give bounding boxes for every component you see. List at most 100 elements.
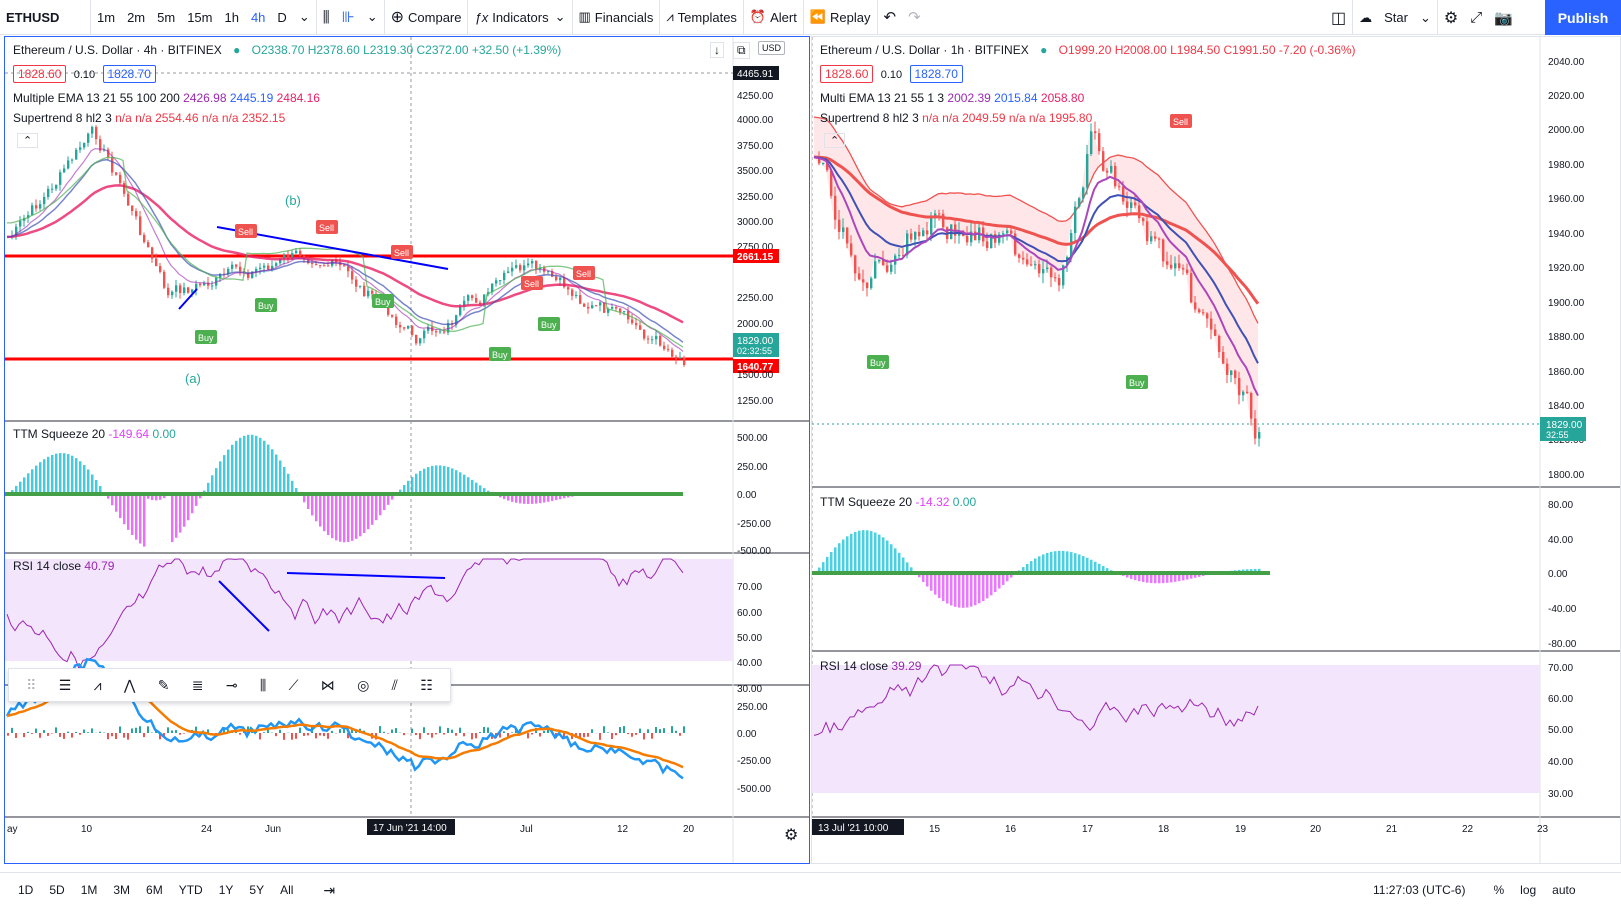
settings-list-icon[interactable]: ☷ [420, 676, 433, 693]
ask-price[interactable]: 1828.70 [909, 65, 963, 83]
layout-icon[interactable]: ◫ [1331, 9, 1347, 27]
gear-icon[interactable]: ⚙ [784, 827, 799, 844]
range-5d[interactable]: 5D [49, 883, 65, 897]
collapse-legend-icon[interactable]: ⌃ [824, 133, 846, 148]
ttm-bar [467, 477, 470, 494]
drag-handle-icon[interactable]: ⠿ [26, 676, 37, 693]
candle-body [866, 282, 869, 289]
interval-15m[interactable]: 15m [187, 9, 213, 25]
symbol-search[interactable]: ETHUSD [6, 9, 60, 25]
ttm-bar [415, 473, 418, 494]
scroll-down-icon[interactable]: ↓ [710, 42, 724, 58]
price-axis-label: 3500.00 [737, 166, 774, 177]
interval-2m[interactable]: 2m [127, 9, 146, 25]
fullscreen-icon[interactable]: ⤢ [1470, 9, 1483, 26]
fib-icon[interactable]: ≣ [191, 676, 204, 693]
cloud-icon[interactable]: ☁ [1359, 9, 1373, 25]
spiral-icon[interactable]: ◎ [357, 676, 370, 693]
range-5y[interactable]: 5Y [249, 883, 265, 897]
parallel-channel-icon[interactable]: ⫽ [391, 676, 398, 693]
ema-legend[interactable]: Multi EMA 13 21 55 1 3 2002.39 2015.84 2… [820, 91, 1084, 105]
alert-button[interactable]: ⏰ Alert [744, 0, 803, 35]
abc-wave-icon[interactable]: ⋀ [123, 676, 136, 693]
ema-legend[interactable]: Multiple EMA 13 21 55 100 200 2426.98 24… [13, 91, 320, 105]
indicators-button[interactable]: ƒx Indicators ⌄ [468, 0, 571, 35]
macd-bar [403, 733, 405, 736]
range-3m[interactable]: 3M [113, 883, 131, 897]
auto-toggle[interactable]: auto [1552, 883, 1576, 897]
replay-button[interactable]: ⏪ Replay [804, 0, 877, 35]
redo-icon[interactable]: ↷ [908, 9, 921, 26]
star-button[interactable]: Star [1384, 10, 1408, 25]
ttm-bar [1082, 556, 1085, 573]
left-bid-ask: 1828.60 0.10 1828.70 [13, 65, 160, 83]
clock-time[interactable]: 11:27:03 (UTC-6) [1373, 883, 1466, 897]
interval-1h[interactable]: 1h [224, 9, 239, 25]
interval-5m[interactable]: 5m [157, 9, 176, 25]
pattern-icon[interactable]: ⋈ [320, 676, 335, 693]
templates-button[interactable]: ⩘ Templates [660, 0, 743, 35]
candle-body [1146, 221, 1149, 242]
currency-select[interactable]: USD [758, 41, 786, 55]
bar-style-icon[interactable]: ⫼ [322, 8, 330, 26]
goto-date-icon[interactable]: ⇥ [323, 881, 336, 898]
supertrend-label: Supertrend 8 hl2 3 [13, 111, 112, 125]
collapse-legend-icon[interactable]: ⌃ [17, 133, 39, 148]
macd-bar [543, 730, 545, 733]
interval-4h[interactable]: 4h [250, 9, 266, 25]
bid-price[interactable]: 1828.60 [820, 65, 874, 83]
candle-body [1178, 263, 1181, 269]
range-1d[interactable]: 1D [18, 883, 34, 897]
left-chart-canvas[interactable]: 4465.91 4250.00 4000.00 3750.00 3500.00 3250.… [5, 37, 809, 863]
trend-line-icon[interactable]: ⟋ [288, 676, 299, 693]
range-1m[interactable]: 1M [80, 883, 98, 897]
range-all[interactable]: All [280, 883, 294, 897]
ttm-bar [283, 466, 286, 494]
chevron-down-icon[interactable]: ⌄ [298, 9, 310, 24]
ttm-legend[interactable]: TTM Squeeze 20 -14.32 0.00 [820, 495, 976, 509]
ttm-bar [826, 556, 829, 573]
ask-price[interactable]: 1828.70 [102, 65, 156, 83]
pen-icon[interactable]: ✎ [157, 676, 170, 693]
elliott-wave-icon[interactable]: ⩘ [93, 676, 102, 693]
percent-toggle[interactable]: % [1493, 883, 1505, 897]
undo-icon[interactable]: ↶ [883, 9, 897, 26]
candle-body [123, 183, 126, 194]
right-chart-pane[interactable]: 2040.00 2020.00 2000.00 1980.00 1960.00 1940.… [811, 36, 1621, 864]
maximize-icon[interactable]: ⧉ [733, 42, 750, 59]
chevron-down-icon[interactable]: ⌄ [1419, 9, 1431, 25]
time-axis-label: Jul [520, 824, 533, 835]
interval-1m[interactable]: 1m [97, 9, 116, 25]
supertrend-legend[interactable]: Supertrend 8 hl2 3 n/a n/a 2049.59 n/a n… [820, 111, 1092, 125]
candle-body [155, 258, 158, 267]
bid-price[interactable]: 1828.60 [13, 65, 67, 83]
candle-style-icon[interactable]: ⊪ [341, 9, 355, 26]
range-6m[interactable]: 6M [146, 883, 163, 897]
horizontal-lines-icon[interactable]: ☰ [58, 676, 72, 693]
compare-button[interactable]: ⊕ Compare [385, 0, 468, 35]
ttm-axis-label: 40.00 [1548, 535, 1573, 546]
vertical-lines-icon[interactable]: ⫼ [259, 676, 267, 693]
right-chart-canvas[interactable]: 2040.002020.002000.001980.001960.001940.… [811, 37, 1620, 863]
left-chart-pane[interactable]: 4465.91 4250.00 4000.00 3750.00 3500.00 3250.… [4, 36, 810, 864]
candle-body [615, 307, 618, 309]
candle-body [659, 335, 662, 346]
range-ytd[interactable]: YTD [178, 883, 203, 897]
ttm-legend[interactable]: TTM Squeeze 20 -149.64 0.00 [13, 427, 176, 441]
interval-d[interactable]: D [277, 9, 287, 25]
rsi-legend[interactable]: RSI 14 close 39.29 [820, 659, 921, 673]
chevron-down-icon[interactable]: ⌄ [366, 9, 378, 24]
supertrend-legend[interactable]: Supertrend 8 hl2 3 n/a n/a 2554.46 n/a n… [13, 111, 285, 125]
financials-button[interactable]: ▥ Financials [573, 0, 660, 35]
ttm-bar [898, 552, 901, 573]
horizontal-ray-icon[interactable]: ⊸ [225, 676, 238, 693]
ttm-bar [886, 540, 889, 573]
camera-icon[interactable]: 📷 [1494, 9, 1513, 27]
log-toggle[interactable]: log [1520, 883, 1537, 897]
gear-icon[interactable]: ⚙ [1443, 9, 1459, 27]
publish-button[interactable]: Publish [1545, 0, 1621, 35]
price-axis-label: 3000.00 [737, 217, 774, 228]
rsi-legend[interactable]: RSI 14 close 40.79 [13, 559, 114, 573]
ttm-bar [1258, 568, 1261, 573]
range-1y[interactable]: 1Y [218, 883, 234, 897]
